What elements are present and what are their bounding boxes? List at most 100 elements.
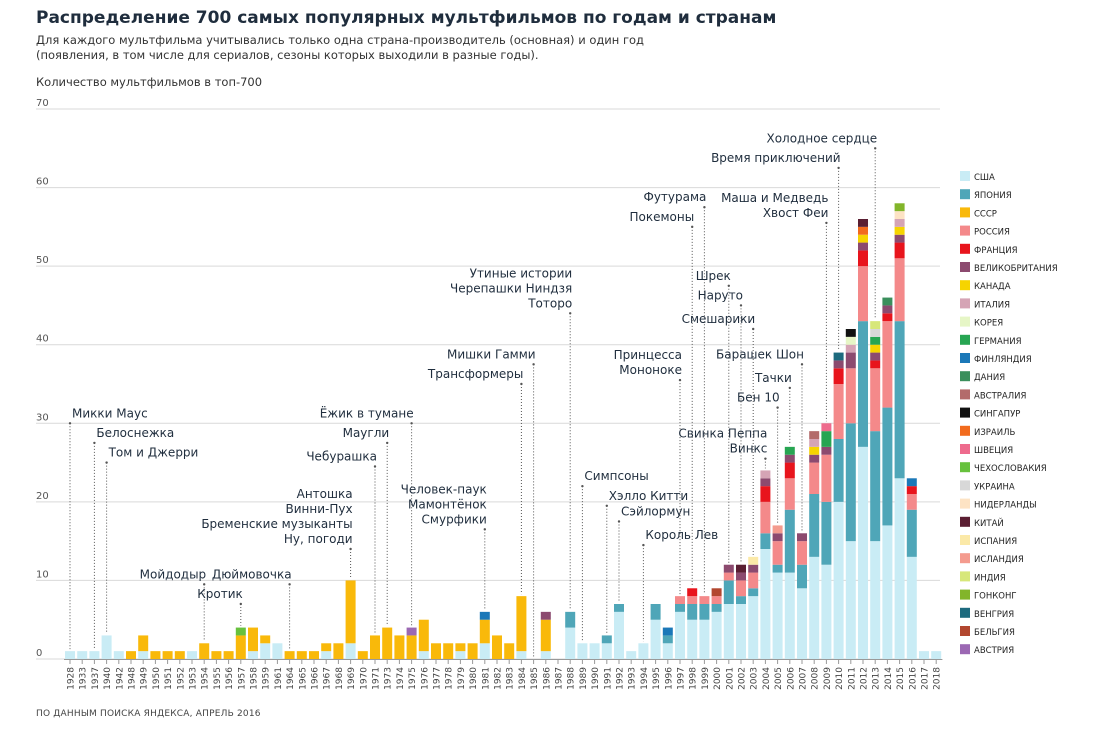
- legend-swatch: [960, 516, 970, 527]
- bar-segment: [906, 556, 917, 659]
- bar-segment: [650, 604, 661, 620]
- x-tick-label: 1949: [140, 667, 150, 690]
- x-tick-label: 2006: [786, 667, 796, 690]
- x-tick-label: 1999: [701, 667, 711, 690]
- legend-swatch: [960, 353, 970, 363]
- bar-segment: [662, 627, 673, 636]
- bar-segment: [272, 643, 283, 659]
- legend-label: ИТАЛИЯ: [974, 300, 1010, 310]
- bar-segment: [809, 454, 820, 463]
- bar-segment: [882, 305, 893, 314]
- bar-segment: [870, 352, 881, 361]
- legend-swatch: [960, 262, 970, 272]
- annotation-dot: [373, 465, 377, 468]
- bar-segment: [711, 604, 722, 612]
- bar-segment: [455, 643, 466, 652]
- bar-segment: [882, 313, 893, 322]
- bar-segment: [748, 564, 759, 573]
- annotation-dot: [288, 583, 291, 586]
- bar-segment: [309, 651, 319, 659]
- bar-segment: [699, 604, 710, 620]
- annotation-dot: [532, 363, 535, 366]
- x-tick-label: 1978: [445, 667, 455, 690]
- x-tick-label: 2017: [921, 667, 931, 690]
- legend-swatch: [960, 280, 970, 291]
- annotation-dot: [203, 583, 206, 586]
- annotation-label: Футурама: [643, 190, 706, 204]
- bar-segment: [589, 643, 600, 659]
- bar-segment: [858, 242, 868, 251]
- legend-swatch: [960, 243, 970, 254]
- annotation-dot: [642, 543, 645, 547]
- bar-segment: [833, 352, 844, 361]
- bar-segment: [882, 525, 893, 659]
- bar-segment: [858, 321, 868, 447]
- bar-segment: [687, 619, 698, 659]
- annotation-label: Маугли: [343, 426, 390, 440]
- legend-swatch: [960, 407, 970, 418]
- x-tick-label: 1989: [579, 667, 589, 690]
- annotation-dot: [874, 147, 877, 150]
- x-tick-label: 1985: [530, 667, 540, 690]
- bar-segment: [772, 572, 783, 659]
- x-tick-label: 1991: [603, 667, 613, 690]
- bar-segment: [809, 494, 820, 557]
- annotation-dot: [837, 166, 840, 170]
- legend-label: КИТАЙ: [974, 517, 1004, 529]
- y-tick-label: 0: [36, 648, 42, 659]
- bar-segment: [797, 541, 807, 565]
- legend-label: БЕЛЬГИЯ: [974, 628, 1015, 638]
- annotation-label: Бременские музыканты: [201, 517, 352, 531]
- bar-segment: [65, 651, 75, 659]
- legend-label: ИЗРАИЛЬ: [974, 428, 1015, 438]
- bar-segment: [260, 643, 271, 659]
- bar-segment: [748, 572, 759, 589]
- bar-segment: [479, 611, 490, 620]
- annotation-dot: [703, 206, 706, 209]
- bar-segment: [687, 596, 698, 604]
- legend-swatch: [960, 425, 970, 436]
- bar-segment: [418, 651, 429, 659]
- legend-swatch: [960, 626, 970, 636]
- legend-label: ГЕРМАНИЯ: [974, 337, 1022, 347]
- x-tick-label: 2015: [896, 667, 906, 690]
- x-tick-label: 1973: [384, 667, 394, 690]
- bar-segment: [418, 619, 429, 652]
- bar-segment: [662, 635, 673, 644]
- annotation-label: Винни-Пух: [286, 502, 353, 516]
- annotation-dot: [678, 378, 682, 382]
- bar-segment: [321, 651, 332, 659]
- bar-segment: [882, 297, 893, 306]
- x-tick-label: 1983: [506, 667, 516, 690]
- annotation-dot: [825, 221, 828, 225]
- bar-segment: [699, 596, 710, 604]
- bar-segment: [687, 588, 698, 597]
- bar-segment: [845, 329, 856, 337]
- bar-segment: [809, 556, 820, 659]
- legend-label: ИСЛАНДИЯ: [974, 555, 1024, 565]
- annotation-label: Мамонтёнок: [408, 497, 487, 511]
- x-tick-label: 1996: [664, 667, 674, 690]
- annotation-dot: [605, 504, 608, 507]
- legend-label: СССР: [974, 209, 997, 219]
- x-tick-label: 1966: [311, 667, 321, 690]
- bar-segment: [126, 651, 136, 659]
- bar-segment: [113, 651, 124, 659]
- legend-label: ИНДИЯ: [974, 573, 1006, 583]
- bar-segment: [809, 446, 820, 455]
- bar-segment: [784, 446, 795, 455]
- x-tick-label: 1994: [640, 667, 650, 690]
- bar-segment: [736, 596, 746, 604]
- bar-segment: [443, 643, 454, 659]
- bar-segment: [723, 564, 734, 573]
- chart-subtitle: Для каждого мультфильма учитывались толь…: [36, 33, 644, 62]
- annotation-label: Симпсоны: [584, 469, 648, 483]
- annotation-label: Винкс: [730, 442, 768, 456]
- annotation-label: Антошка: [297, 487, 353, 501]
- bar-segment: [845, 352, 856, 369]
- legend-label: АВСТРИЯ: [974, 646, 1014, 656]
- legend-swatch: [960, 589, 970, 600]
- annotation-dot: [569, 312, 572, 315]
- bar-segment: [736, 564, 746, 573]
- bar-segment: [333, 643, 344, 659]
